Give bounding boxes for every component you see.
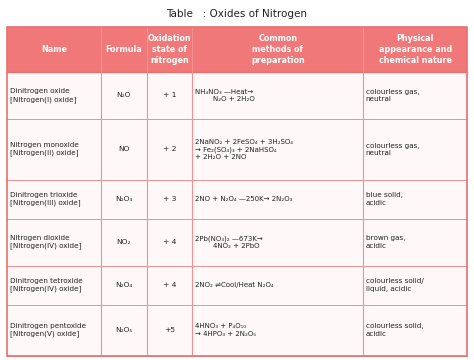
Text: + 2: + 2 [163,146,176,152]
Text: 2Pb(NO₃)₂ —673K→
        4NO₂ + 2PbO: 2Pb(NO₃)₂ —673K→ 4NO₂ + 2PbO [195,235,263,249]
Text: N₂O₃: N₂O₃ [115,196,133,202]
Text: 2NO + N₂O₄ —250K→ 2N₂O₃: 2NO + N₂O₄ —250K→ 2N₂O₃ [195,196,292,202]
Text: N₂O: N₂O [117,93,131,99]
Text: Dinitrogen tetroxide
[Nitrogen(IV) oxide]: Dinitrogen tetroxide [Nitrogen(IV) oxide… [10,278,82,292]
Text: blue solid,
acidic: blue solid, acidic [365,192,403,206]
Text: Dinitrogen trioxide
[Nitrogen(III) oxide]: Dinitrogen trioxide [Nitrogen(III) oxide… [10,192,81,206]
Text: Formula: Formula [106,45,142,54]
Text: N₂O₅: N₂O₅ [115,327,133,333]
Text: 2NO₂ ⇌Cool/Heat N₂O₄: 2NO₂ ⇌Cool/Heat N₂O₄ [195,282,274,288]
Text: Nitrogen monoxide
[Nitrogen(II) oxide]: Nitrogen monoxide [Nitrogen(II) oxide] [10,142,79,156]
Text: colourless gas,
neutral: colourless gas, neutral [365,89,419,102]
Text: Table   : Oxides of Nitrogen: Table : Oxides of Nitrogen [166,9,308,19]
Text: NO: NO [118,146,129,152]
Text: 2NaNO₂ + 2FeSO₄ + 3H₂SO₄
→ Fe₂(SO₄)₃ + 2NaHSO₄
+ 2H₂O + 2NO: 2NaNO₂ + 2FeSO₄ + 3H₂SO₄ → Fe₂(SO₄)₃ + 2… [195,139,293,160]
Text: Common
methods of
preparation: Common methods of preparation [251,34,305,65]
Text: Dinitrogen oxide
[Nitrogen(I) oxide]: Dinitrogen oxide [Nitrogen(I) oxide] [10,88,76,103]
Text: Name: Name [41,45,67,54]
Text: Nitrogen dioxide
[Nitrogen(IV) oxide]: Nitrogen dioxide [Nitrogen(IV) oxide] [10,235,81,249]
Text: Oxidation
state of
nitrogen: Oxidation state of nitrogen [148,34,191,65]
Text: Dinitrogen pentoxide
[Nitrogen(V) oxide]: Dinitrogen pentoxide [Nitrogen(V) oxide] [10,323,86,337]
Text: NO₂: NO₂ [117,239,131,245]
Text: colourless solid/
liquid, acidic: colourless solid/ liquid, acidic [365,279,424,292]
Bar [7,27,467,72]
Text: + 4: + 4 [163,239,176,245]
Text: + 4: + 4 [163,282,176,288]
Text: +5: +5 [164,327,175,333]
Text: + 3: + 3 [163,196,176,202]
Text: N₂O₄: N₂O₄ [115,282,133,288]
Text: + 1: + 1 [163,93,176,99]
Text: brown gas,
acidic: brown gas, acidic [365,235,405,249]
Text: colourless gas,
neutral: colourless gas, neutral [365,143,419,156]
Text: NH₄NO₃ —Heat→
        N₂O + 2H₂O: NH₄NO₃ —Heat→ N₂O + 2H₂O [195,89,255,102]
Text: 4HNO₃ + P₄O₁₀
→ 4HPO₃ + 2N₂O₅: 4HNO₃ + P₄O₁₀ → 4HPO₃ + 2N₂O₅ [195,324,256,337]
Text: colourless solid,
acidic: colourless solid, acidic [365,324,423,337]
Text: Physical
appearance and
chemical nature: Physical appearance and chemical nature [379,34,452,65]
